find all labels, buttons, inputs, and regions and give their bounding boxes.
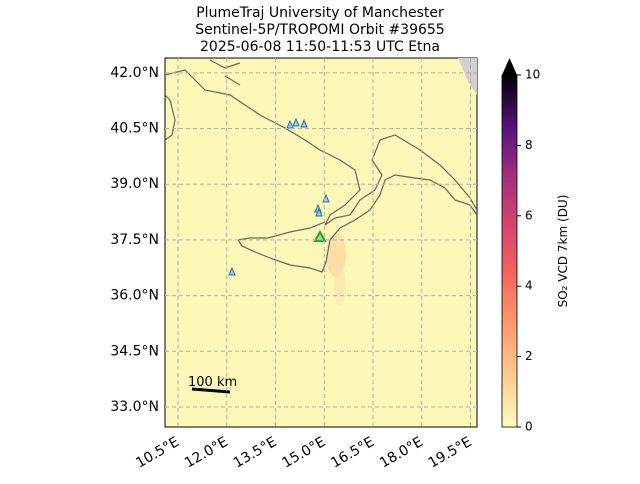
title-line: Sentinel-5P/TROPOMI Orbit #39655 <box>195 22 444 38</box>
colorbar-tick-label: 2 <box>525 349 533 363</box>
land <box>165 58 477 394</box>
volcano-marker <box>228 266 236 276</box>
volcano-marker <box>315 207 323 217</box>
colorbar-tick-label: 4 <box>525 279 533 293</box>
colorbar-label: SO₂ VCD 7km (DU) <box>556 195 570 308</box>
lon-tick-label: 10.5°E <box>133 434 182 471</box>
lat-tick-label: 39.0°N <box>110 176 159 192</box>
lat-tick-label: 36.0°N <box>110 288 159 304</box>
lat-tick-label: 42.0°N <box>110 65 159 81</box>
lat-tick-label: 40.5°N <box>110 121 159 137</box>
volcano-marker <box>286 119 294 129</box>
title-block: PlumeTraj University of ManchesterSentin… <box>195 5 444 55</box>
scale-bar-label: 100 km <box>188 375 237 390</box>
lon-tick-label: 19.5°E <box>426 434 475 471</box>
lon-tick-label: 13.5°E <box>231 434 280 471</box>
title-line: PlumeTraj University of Manchester <box>196 5 444 21</box>
colorbar-tick-label: 8 <box>525 138 533 152</box>
lon-tick-label: 18.0°E <box>377 434 426 471</box>
no-data <box>458 58 477 95</box>
volcano-marker <box>292 117 300 127</box>
lon-tick-label: 12.0°E <box>182 434 231 471</box>
colorbar-tick-label: 6 <box>525 208 533 222</box>
graticule <box>165 58 477 427</box>
lat-tick-label: 34.5°N <box>110 343 159 359</box>
lat-tick-label: 33.0°N <box>110 399 159 415</box>
coastline <box>165 59 477 273</box>
title-line: 2025-06-08 11:50-11:53 UTC Etna <box>200 39 440 55</box>
colorbar <box>501 74 518 428</box>
plume <box>334 265 346 305</box>
colorbar-tick-label: 0 <box>525 420 533 434</box>
scale-bar <box>191 387 231 394</box>
etna-marker <box>313 229 327 242</box>
lon-tick-label: 16.5°E <box>328 434 377 471</box>
map-frame <box>164 57 478 428</box>
colorbar-extend <box>502 58 517 75</box>
lon-tick-label: 15.0°E <box>280 434 329 471</box>
lat-tick-label: 37.5°N <box>110 232 159 248</box>
volcano-marker <box>300 118 308 128</box>
colorbar-tick-label: 10 <box>525 68 540 82</box>
